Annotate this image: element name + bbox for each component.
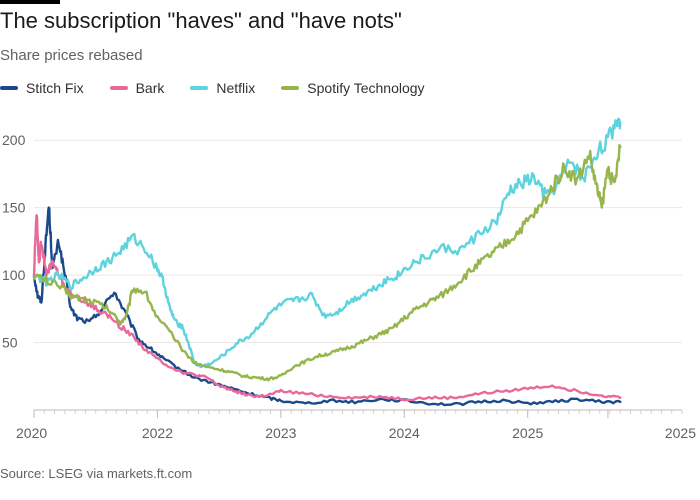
legend-swatch-netflix [190, 86, 209, 90]
legend-item-spotify: Spotify Technology [281, 80, 425, 96]
legend-label-bark: Bark [135, 80, 165, 96]
legend-label-spotify: Spotify Technology [307, 80, 425, 96]
source-note: Source: LSEG via markets.ft.com [0, 466, 193, 481]
series-line-stitch-fix [32, 206, 622, 407]
legend-item-bark: Bark [109, 80, 165, 96]
legend-swatch-spotify [281, 86, 300, 90]
chart-subtitle: Share prices rebased [0, 47, 143, 64]
y-tick-label: 50 [2, 335, 18, 351]
x-tick-label: 2023 [265, 425, 296, 441]
brand-top-bar [0, 0, 60, 4]
x-tick-label: 2025 [512, 425, 543, 441]
x-tick-label: 2020 [16, 425, 47, 441]
legend-swatch-bark [109, 86, 128, 90]
y-tick-label: 150 [2, 200, 26, 216]
line-chart: 50 100 150 200 2020 2022 2023 2024 2025 2025 [2, 117, 696, 441]
legend-label-netflix: Netflix [216, 80, 256, 96]
x-tick-label: 2025 [665, 425, 696, 441]
series-line-netflix [32, 117, 622, 369]
chart-title: The subscription "haves" and "have nots" [0, 8, 402, 33]
y-tick-label: 200 [2, 132, 26, 148]
chart-legend: Stitch Fix Bark Netflix Spotify Technolo… [0, 80, 425, 96]
x-tick-label: 2022 [142, 425, 173, 441]
legend-swatch-stitch-fix [0, 86, 18, 90]
legend-item-netflix: Netflix [190, 80, 255, 96]
x-tick-label: 2024 [389, 425, 420, 441]
legend-item-stitch-fix: Stitch Fix [0, 80, 84, 96]
legend-label-stitch-fix: Stitch Fix [26, 80, 84, 96]
series-line-spotify-technology [32, 144, 622, 382]
y-tick-label: 100 [2, 267, 26, 283]
